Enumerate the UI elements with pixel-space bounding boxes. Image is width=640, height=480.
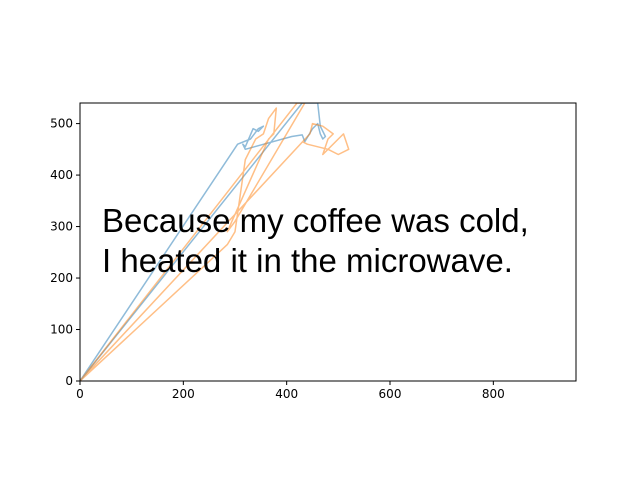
caption-line-1: Because my coffee was cold, (102, 202, 529, 239)
y-tick-label: 0 (65, 374, 73, 388)
series-layer (80, 103, 350, 381)
series-line-2 (80, 103, 350, 381)
x-tick-label: 200 (172, 387, 195, 401)
x-axis: 0 200 400 600 800 (76, 381, 505, 401)
caption-line-2: I heated it in the microwave. (102, 242, 513, 279)
x-tick-label: 0 (76, 387, 84, 401)
y-tick-label: 400 (50, 168, 73, 182)
y-tick-label: 300 (50, 220, 73, 234)
x-tick-label: 400 (275, 387, 298, 401)
x-tick-label: 800 (482, 387, 505, 401)
y-axis: 0 100 200 300 400 500 (50, 117, 80, 388)
x-tick-label: 600 (379, 387, 402, 401)
y-tick-label: 100 (50, 323, 73, 337)
y-tick-label: 200 (50, 271, 73, 285)
series-line-1 (80, 103, 327, 381)
plot-frame (79, 102, 577, 382)
y-tick-label: 500 (50, 117, 73, 131)
